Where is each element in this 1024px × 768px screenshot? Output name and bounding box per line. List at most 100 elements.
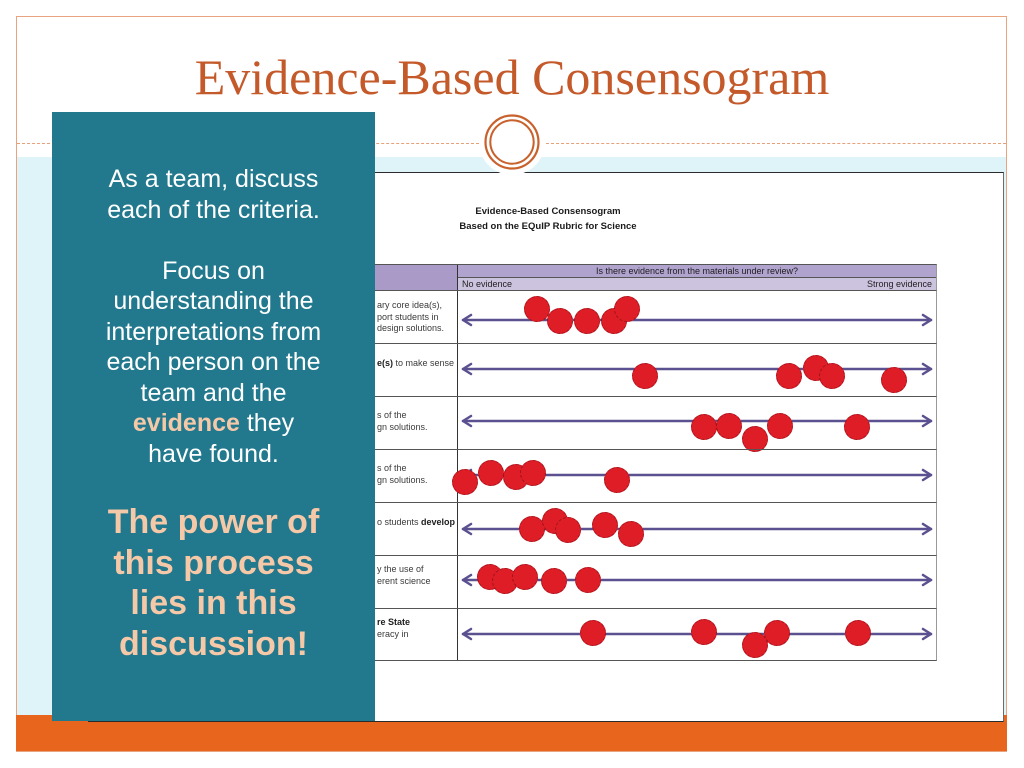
instruction-line: interpretations from bbox=[105, 317, 322, 346]
criterion-label-text: s of the bbox=[377, 463, 407, 473]
instruction-line: evidence they bbox=[52, 408, 375, 439]
criterion-label-line: s of the bbox=[377, 410, 428, 422]
criterion-label-line: erent science bbox=[377, 576, 431, 588]
criterion-label-cell: re State eracy in bbox=[300, 609, 458, 660]
double-arrow-icon bbox=[461, 573, 933, 587]
scale-left-label: No evidence bbox=[462, 279, 513, 289]
evidence-scale-cell bbox=[458, 556, 936, 608]
criterion-label-line: y the use of bbox=[377, 564, 431, 576]
paragraph-spacer bbox=[52, 225, 375, 256]
criterion-label-bold: re State bbox=[377, 617, 411, 627]
vote-dot bbox=[843, 414, 870, 440]
vote-dot bbox=[618, 521, 645, 547]
vote-dot bbox=[555, 517, 582, 543]
criterion-label: s of the gn solutions. bbox=[377, 410, 428, 433]
criterion-label: e(s) to make sense bbox=[377, 358, 454, 370]
vote-dot bbox=[763, 620, 790, 646]
instruction-line: understanding the bbox=[113, 287, 314, 315]
criterion-label-bold: develop bbox=[421, 517, 456, 527]
highlight-tail: they bbox=[239, 409, 295, 437]
criterion-label: s of the gn solutions. bbox=[377, 463, 428, 486]
vote-dot bbox=[691, 414, 718, 440]
instruction-line: team and the bbox=[140, 378, 287, 407]
slide-title: Evidence-Based Consensogram bbox=[194, 49, 830, 105]
evidence-highlight: evidence bbox=[132, 409, 240, 437]
criterion-row: o students develop bbox=[300, 502, 937, 555]
vote-dot bbox=[519, 460, 546, 486]
criterion-label-line: e(s) to make sense bbox=[377, 358, 454, 370]
instructions-text: As a team, discuss each of the criteria.… bbox=[52, 164, 375, 469]
vote-dot bbox=[691, 619, 718, 645]
evidence-question-header: Is there evidence from the materials und… bbox=[458, 265, 936, 278]
vote-dot bbox=[604, 467, 631, 493]
vote-dot bbox=[767, 413, 794, 439]
criterion-label: y the use of erent science bbox=[377, 564, 431, 587]
criterion-label-text: y the use of bbox=[377, 564, 424, 574]
callout-line: discussion! bbox=[119, 625, 308, 664]
criterion-label-text: o students bbox=[377, 517, 422, 527]
criterion-row: y the use of erent science bbox=[300, 555, 937, 608]
vote-dot bbox=[541, 568, 568, 594]
instruction-line: each person on the bbox=[106, 348, 321, 376]
vote-dot bbox=[547, 308, 574, 334]
criterion-label-text: s of the bbox=[377, 410, 407, 420]
vote-dot bbox=[613, 296, 640, 322]
instruction-line: each of the criteria. bbox=[107, 195, 320, 224]
scale-right-label: Strong evidence bbox=[866, 279, 932, 289]
criterion-label-line: design solutions. bbox=[377, 323, 444, 335]
evidence-scale-cell bbox=[458, 344, 936, 396]
criterion-label-text: to make sense bbox=[393, 358, 455, 368]
instruction-line: have found. bbox=[148, 439, 279, 468]
criterion-label-text: ary core idea(s), bbox=[377, 300, 443, 310]
criterion-row: s of the gn solutions. bbox=[300, 396, 937, 452]
criterion-label-cell: y the use of erent science bbox=[300, 556, 458, 608]
vote-dot bbox=[478, 460, 505, 486]
vote-dot bbox=[818, 363, 845, 389]
instruction-line: Focus on bbox=[162, 256, 265, 285]
discussion-panel: As a team, discuss each of the criteria.… bbox=[52, 112, 375, 721]
criterion-label-text: eracy in bbox=[377, 628, 409, 639]
criterion-label-line: o students develop bbox=[377, 517, 455, 529]
consensogram-subtitle: Based on the EQuIP Rubric for Science bbox=[459, 221, 637, 232]
vote-dot bbox=[741, 632, 768, 658]
criterion-label-cell: e(s) to make sense bbox=[300, 344, 458, 396]
slide-frame bbox=[16, 16, 1007, 752]
criterion-label-line: eracy in bbox=[377, 629, 410, 641]
divider-line-right bbox=[546, 143, 1006, 144]
vote-dot bbox=[845, 620, 872, 646]
criterion-label-bold: e(s) bbox=[377, 358, 394, 368]
vote-dot bbox=[574, 567, 601, 593]
criterion-label-line: re State bbox=[377, 617, 410, 629]
callout-text: The power of this process lies in this d… bbox=[52, 502, 375, 665]
instruction-line: As a team, discuss bbox=[108, 165, 319, 193]
criterion-label: o students develop bbox=[377, 517, 455, 529]
vote-dot bbox=[715, 413, 742, 439]
evidence-scale-cell bbox=[451, 450, 936, 502]
evidence-scale-cell bbox=[458, 503, 936, 555]
vote-dot bbox=[631, 363, 658, 389]
criterion-label-cell: ary core idea(s), port students in design … bbox=[300, 291, 458, 343]
vote-dot bbox=[511, 564, 538, 590]
criterion-row: ary core idea(s), port students in design … bbox=[300, 290, 937, 343]
criterion-label-line: ary core idea(s), bbox=[377, 300, 444, 312]
table-header: Is there evidence from the materials und… bbox=[300, 264, 937, 290]
criterion-label: ary core idea(s), port students in design … bbox=[377, 300, 444, 335]
vote-dot bbox=[524, 296, 551, 322]
criterion-label-line: port students in bbox=[377, 312, 444, 324]
vote-dot bbox=[741, 426, 768, 452]
criterion-row: s of the gn solutions. bbox=[300, 449, 937, 502]
vote-dot bbox=[519, 516, 546, 542]
vote-dot bbox=[451, 469, 478, 495]
criterion-label-line: gn solutions. bbox=[377, 422, 428, 434]
vote-dot bbox=[776, 363, 803, 389]
evidence-scale-cell bbox=[458, 609, 936, 660]
criterion-label-text: erent science bbox=[377, 575, 431, 586]
criteria-table-body: ary core idea(s), port students in design … bbox=[300, 290, 937, 661]
criterion-label-text: gn solutions. bbox=[377, 421, 428, 432]
double-arrow-icon bbox=[461, 362, 933, 376]
callout-line: this process bbox=[113, 543, 314, 582]
callout-line: The power of bbox=[107, 503, 320, 541]
vote-dot bbox=[880, 367, 907, 393]
criterion-label-cell: o students develop bbox=[300, 503, 458, 555]
callout-line: lies in this bbox=[130, 584, 297, 623]
